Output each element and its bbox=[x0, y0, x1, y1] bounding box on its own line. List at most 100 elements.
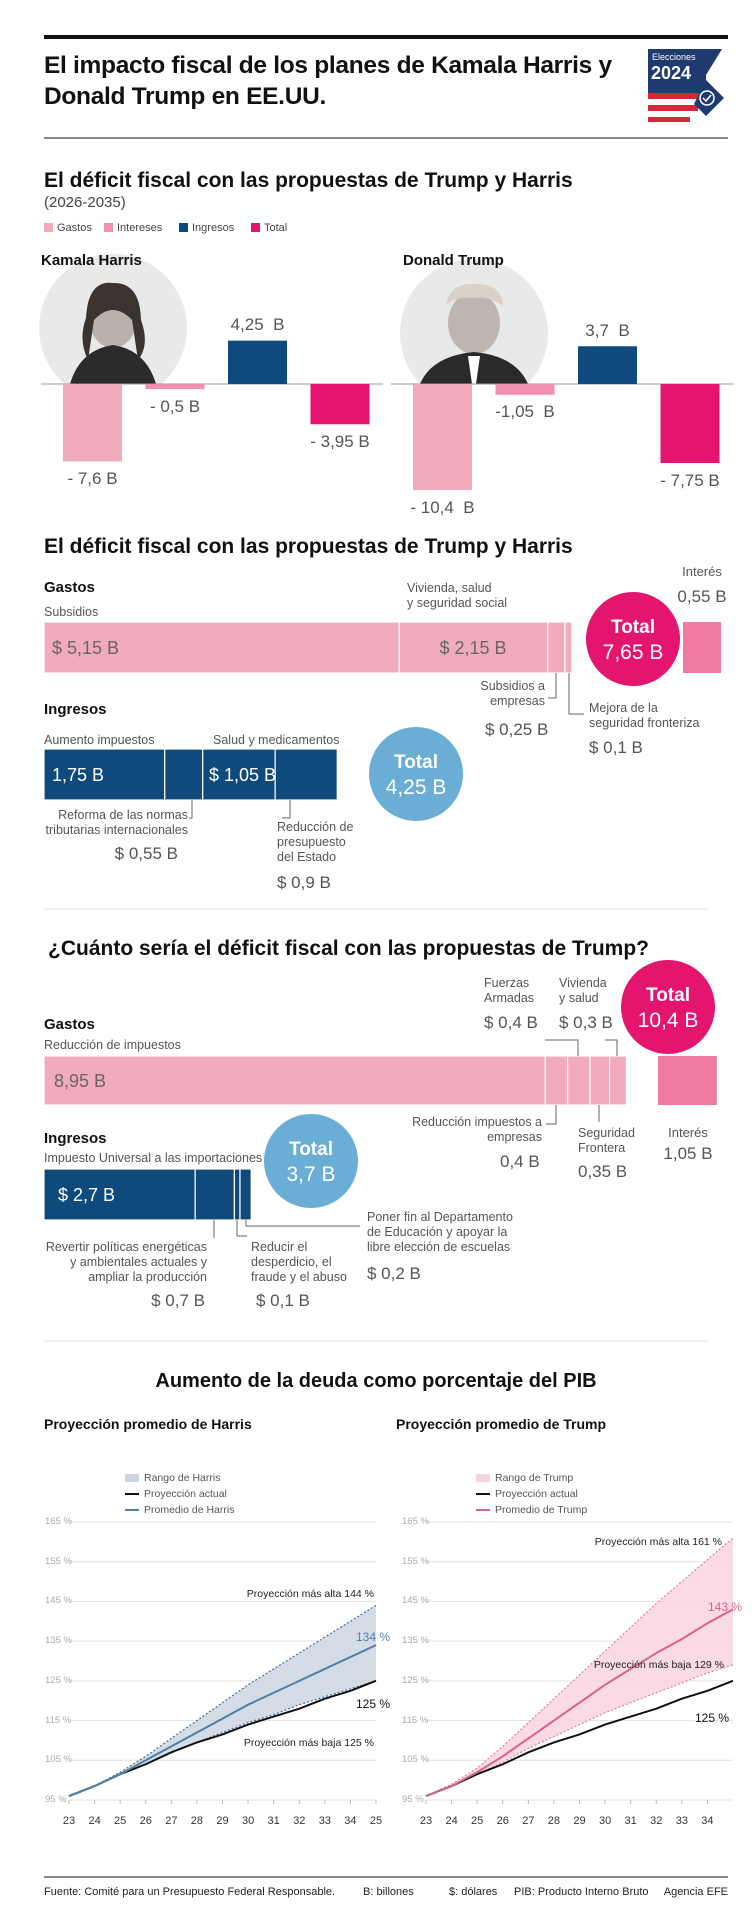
segment-name: Subsidios a empresas bbox=[480, 678, 545, 708]
value-label: $ 2,15 B bbox=[439, 638, 507, 658]
bar-segment bbox=[233, 1168, 241, 1221]
segment-name: Reducción de impuestos bbox=[44, 1037, 181, 1052]
legend-swatch bbox=[125, 1474, 139, 1482]
value-label: $ 0,1 B bbox=[589, 737, 643, 757]
leader-line bbox=[282, 800, 291, 819]
leader-line bbox=[548, 673, 557, 699]
y-tick-label: 135 % bbox=[45, 1635, 72, 1647]
bar bbox=[660, 384, 720, 464]
value-label: $ 0,4 B bbox=[484, 1012, 538, 1032]
value-label: -1,05 B bbox=[495, 402, 555, 422]
section-title: ¿Cuánto sería el déficit fiscal con las … bbox=[48, 937, 649, 960]
legend-label: Intereses bbox=[117, 221, 163, 234]
badge-icon bbox=[648, 49, 724, 122]
x-tick-label: 30 bbox=[598, 1814, 612, 1827]
bar bbox=[413, 384, 472, 491]
value-label: $ 1,05 B bbox=[209, 765, 277, 785]
panel-name: Kamala Harris bbox=[41, 252, 142, 269]
section-title: Aumento de la deuda como porcentaje del … bbox=[155, 1370, 597, 1392]
interest-bar bbox=[683, 622, 721, 673]
total-value: 7,65 B bbox=[602, 641, 664, 664]
x-tick-label: 24 bbox=[88, 1814, 101, 1827]
value-label: 3,7 B bbox=[585, 320, 630, 340]
bar-segment bbox=[43, 621, 400, 674]
segment-name: Seguridad Frontera bbox=[578, 1125, 635, 1155]
series-line bbox=[68, 1644, 377, 1797]
segment-name: Reducción impuestos a empresas bbox=[412, 1114, 542, 1144]
x-tick-label: 28 bbox=[547, 1814, 561, 1827]
total-name: Total bbox=[394, 751, 438, 773]
panel-name: Donald Trump bbox=[403, 252, 504, 269]
segment-name: Aumento impuestos bbox=[44, 732, 155, 747]
x-tick-label: 23 bbox=[62, 1814, 76, 1827]
legend-label: Gastos bbox=[57, 221, 92, 234]
value-label: 1,05 B bbox=[663, 1143, 713, 1163]
interest-name: Interés bbox=[668, 1125, 708, 1140]
y-tick-label: 115 % bbox=[402, 1714, 429, 1726]
segment-name: Impuesto Universal a las importaciones bbox=[44, 1150, 263, 1165]
legend-label: Rango de Trump bbox=[495, 1471, 574, 1484]
segment-name: Fuerzas Armadas bbox=[484, 975, 535, 1005]
group-name: Ingresos bbox=[44, 1130, 107, 1147]
legend-swatch bbox=[104, 223, 113, 232]
value-label: $ 0,1 B bbox=[256, 1290, 310, 1310]
total-value: 3,7 B bbox=[286, 1163, 336, 1186]
footer-note: $: dólares bbox=[449, 1886, 498, 1898]
value-label: $ 0,25 B bbox=[485, 719, 549, 739]
annotation: Proyección más baja 129 % bbox=[593, 1658, 724, 1671]
x-tick-label: 24 bbox=[445, 1814, 458, 1827]
bar bbox=[495, 384, 555, 395]
bar-segment bbox=[274, 748, 338, 801]
footer-note: PIB: Producto Interno Bruto bbox=[514, 1886, 649, 1898]
bar-segment bbox=[608, 1055, 627, 1106]
total-circle bbox=[621, 960, 715, 1054]
series-line bbox=[425, 1608, 734, 1797]
legend-label: Total bbox=[264, 221, 288, 234]
x-tick-label: 33 bbox=[318, 1814, 331, 1827]
badge-label: Elecciones bbox=[652, 52, 696, 62]
bar bbox=[578, 346, 637, 384]
series-line bbox=[425, 1679, 734, 1797]
value-label: - 3,95 B bbox=[310, 431, 370, 451]
legend-label: Ingresos bbox=[192, 221, 235, 234]
x-tick-label: 30 bbox=[241, 1814, 255, 1827]
x-tick-label: 27 bbox=[522, 1814, 535, 1827]
group-name: Ingresos bbox=[44, 701, 107, 718]
x-tick-label: 23 bbox=[419, 1814, 433, 1827]
x-tick-label: 28 bbox=[190, 1814, 204, 1827]
bar-segment bbox=[43, 748, 166, 801]
y-tick-label: 125 % bbox=[45, 1674, 72, 1686]
badge-year: 2024 bbox=[651, 63, 692, 83]
y-tick-label: 165 % bbox=[402, 1516, 429, 1527]
x-tick-label: 29 bbox=[573, 1814, 586, 1827]
y-tick-label: 145 % bbox=[402, 1595, 429, 1607]
x-tick-label: 32 bbox=[650, 1814, 663, 1827]
x-tick-label: 34 bbox=[344, 1814, 357, 1827]
x-tick-label: 25 bbox=[369, 1814, 383, 1827]
portrait-harris bbox=[39, 254, 187, 384]
x-tick-label: 33 bbox=[675, 1814, 688, 1827]
value-label: - 10,4 B bbox=[410, 497, 475, 517]
y-tick-label: 115 % bbox=[45, 1714, 72, 1726]
bar bbox=[145, 384, 205, 390]
total-circle bbox=[369, 727, 463, 821]
value-label: $ 5,15 B bbox=[52, 638, 120, 658]
segment-name: Salud y medicamentos bbox=[213, 732, 340, 747]
value-label: $ 0,2 B bbox=[367, 1263, 421, 1283]
range-lower bbox=[425, 1664, 734, 1797]
bar bbox=[63, 384, 122, 462]
bar-segment bbox=[43, 1168, 196, 1221]
legend-label: Proyección actual bbox=[495, 1487, 578, 1500]
segment-name: Vivienda, salud y seguridad social bbox=[407, 580, 508, 610]
value-label: $ 0,7 B bbox=[151, 1290, 205, 1310]
leader-line bbox=[236, 1220, 247, 1237]
segment-name: Mejora de la seguridad fronteriza bbox=[589, 700, 700, 730]
bar-segment bbox=[566, 1055, 591, 1106]
leader-line bbox=[568, 673, 584, 715]
x-tick-label: 25 bbox=[114, 1814, 127, 1827]
end-label: 143 % bbox=[707, 1599, 742, 1614]
legend-label: Promedio de Harris bbox=[144, 1503, 235, 1516]
value-label: - 7,75 B bbox=[660, 470, 720, 490]
leader-line bbox=[546, 1105, 557, 1125]
value-label: 0,35 B bbox=[578, 1161, 628, 1181]
